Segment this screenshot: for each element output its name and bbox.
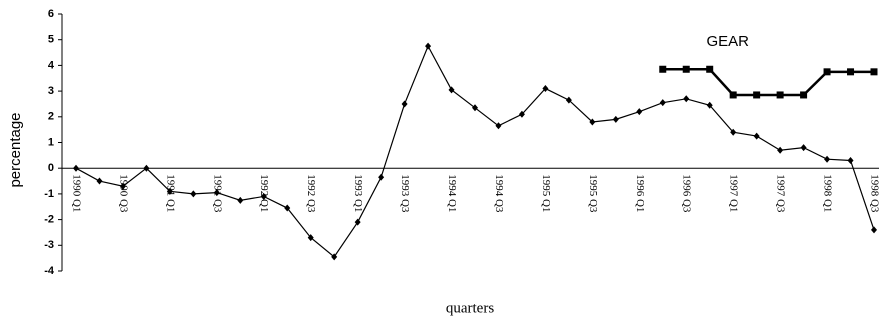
point-marker — [824, 155, 831, 163]
point-marker — [823, 68, 831, 76]
x-tick-label: 1994 Q3 — [493, 174, 505, 213]
x-axis-title: quarters — [446, 300, 494, 316]
x-tick-label: 1995 Q3 — [587, 174, 599, 213]
point-marker — [589, 118, 596, 126]
point-marker — [73, 164, 79, 172]
point-marker — [448, 86, 455, 94]
x-tick-label: 1990 Q1 — [70, 174, 82, 212]
point-marker — [213, 189, 220, 197]
point-marker — [706, 101, 713, 109]
y-tick-label: -4 — [44, 265, 55, 277]
y-tick-label: -3 — [44, 239, 54, 251]
point-marker — [800, 144, 807, 152]
point-marker — [777, 146, 784, 154]
point-marker — [518, 110, 525, 118]
y-tick-label: -2 — [44, 214, 54, 226]
point-marker — [495, 122, 502, 130]
point-marker — [683, 95, 690, 103]
point-marker — [307, 234, 314, 242]
x-tick-label: 1992 Q1 — [258, 174, 270, 212]
point-marker — [401, 100, 408, 108]
point-marker — [870, 68, 878, 76]
point-marker — [260, 192, 267, 200]
series-line — [662, 68, 874, 97]
point-marker — [190, 190, 197, 198]
x-tick-label: 1994 Q1 — [446, 174, 458, 212]
y-axis-title: percentage — [7, 112, 24, 187]
point-marker — [472, 104, 478, 112]
x-tick-label: 1993 Q1 — [352, 174, 364, 212]
point-marker — [425, 42, 432, 50]
point-marker — [871, 226, 877, 234]
x-tick-label: 1995 Q1 — [540, 174, 552, 212]
y-tick-label: -1 — [44, 188, 54, 200]
x-tick-label: 1998 Q1 — [822, 174, 834, 212]
y-tick-label: 6 — [48, 8, 54, 20]
point-marker — [729, 91, 737, 99]
point-marker — [730, 128, 737, 136]
point-marker — [659, 99, 666, 107]
point-marker — [331, 253, 338, 261]
y-tick-label: 0 — [48, 162, 54, 174]
point-marker — [542, 85, 549, 93]
x-tick-label: 1996 Q1 — [634, 174, 646, 212]
point-marker — [800, 91, 808, 99]
point-marker — [659, 65, 667, 73]
y-tick-label: 2 — [48, 111, 54, 123]
point-marker — [706, 65, 714, 73]
y-tick-label: 4 — [48, 59, 55, 71]
point-marker — [753, 91, 761, 99]
point-marker — [237, 196, 244, 204]
y-tick-label: 5 — [48, 34, 54, 46]
point-marker — [753, 132, 760, 140]
x-tick-label: 1996 Q3 — [681, 174, 693, 213]
point-marker — [847, 68, 855, 76]
point-marker — [776, 91, 784, 99]
point-marker — [166, 187, 173, 195]
x-tick-label: 1998 Q3 — [868, 174, 879, 213]
point-marker — [354, 218, 361, 226]
series-line — [75, 44, 875, 258]
point-marker — [565, 96, 572, 104]
series-label: GEAR — [707, 33, 750, 50]
point-marker — [284, 204, 291, 212]
y-tick-label: 3 — [48, 85, 54, 97]
x-tick-label: 1993 Q3 — [399, 174, 411, 213]
x-tick-label: 1992 Q3 — [305, 174, 317, 213]
x-tick-label: 1997 Q3 — [775, 174, 787, 213]
point-marker — [378, 173, 385, 181]
point-marker — [96, 177, 103, 185]
point-marker — [847, 156, 854, 164]
x-tick-label: 1990 Q3 — [117, 174, 129, 213]
y-tick-label: 1 — [48, 136, 54, 148]
point-marker — [682, 65, 690, 73]
point-marker — [636, 108, 643, 116]
point-marker — [119, 182, 126, 190]
x-tick-label: 1997 Q1 — [728, 174, 740, 212]
point-marker — [143, 164, 150, 172]
point-marker — [612, 115, 619, 123]
